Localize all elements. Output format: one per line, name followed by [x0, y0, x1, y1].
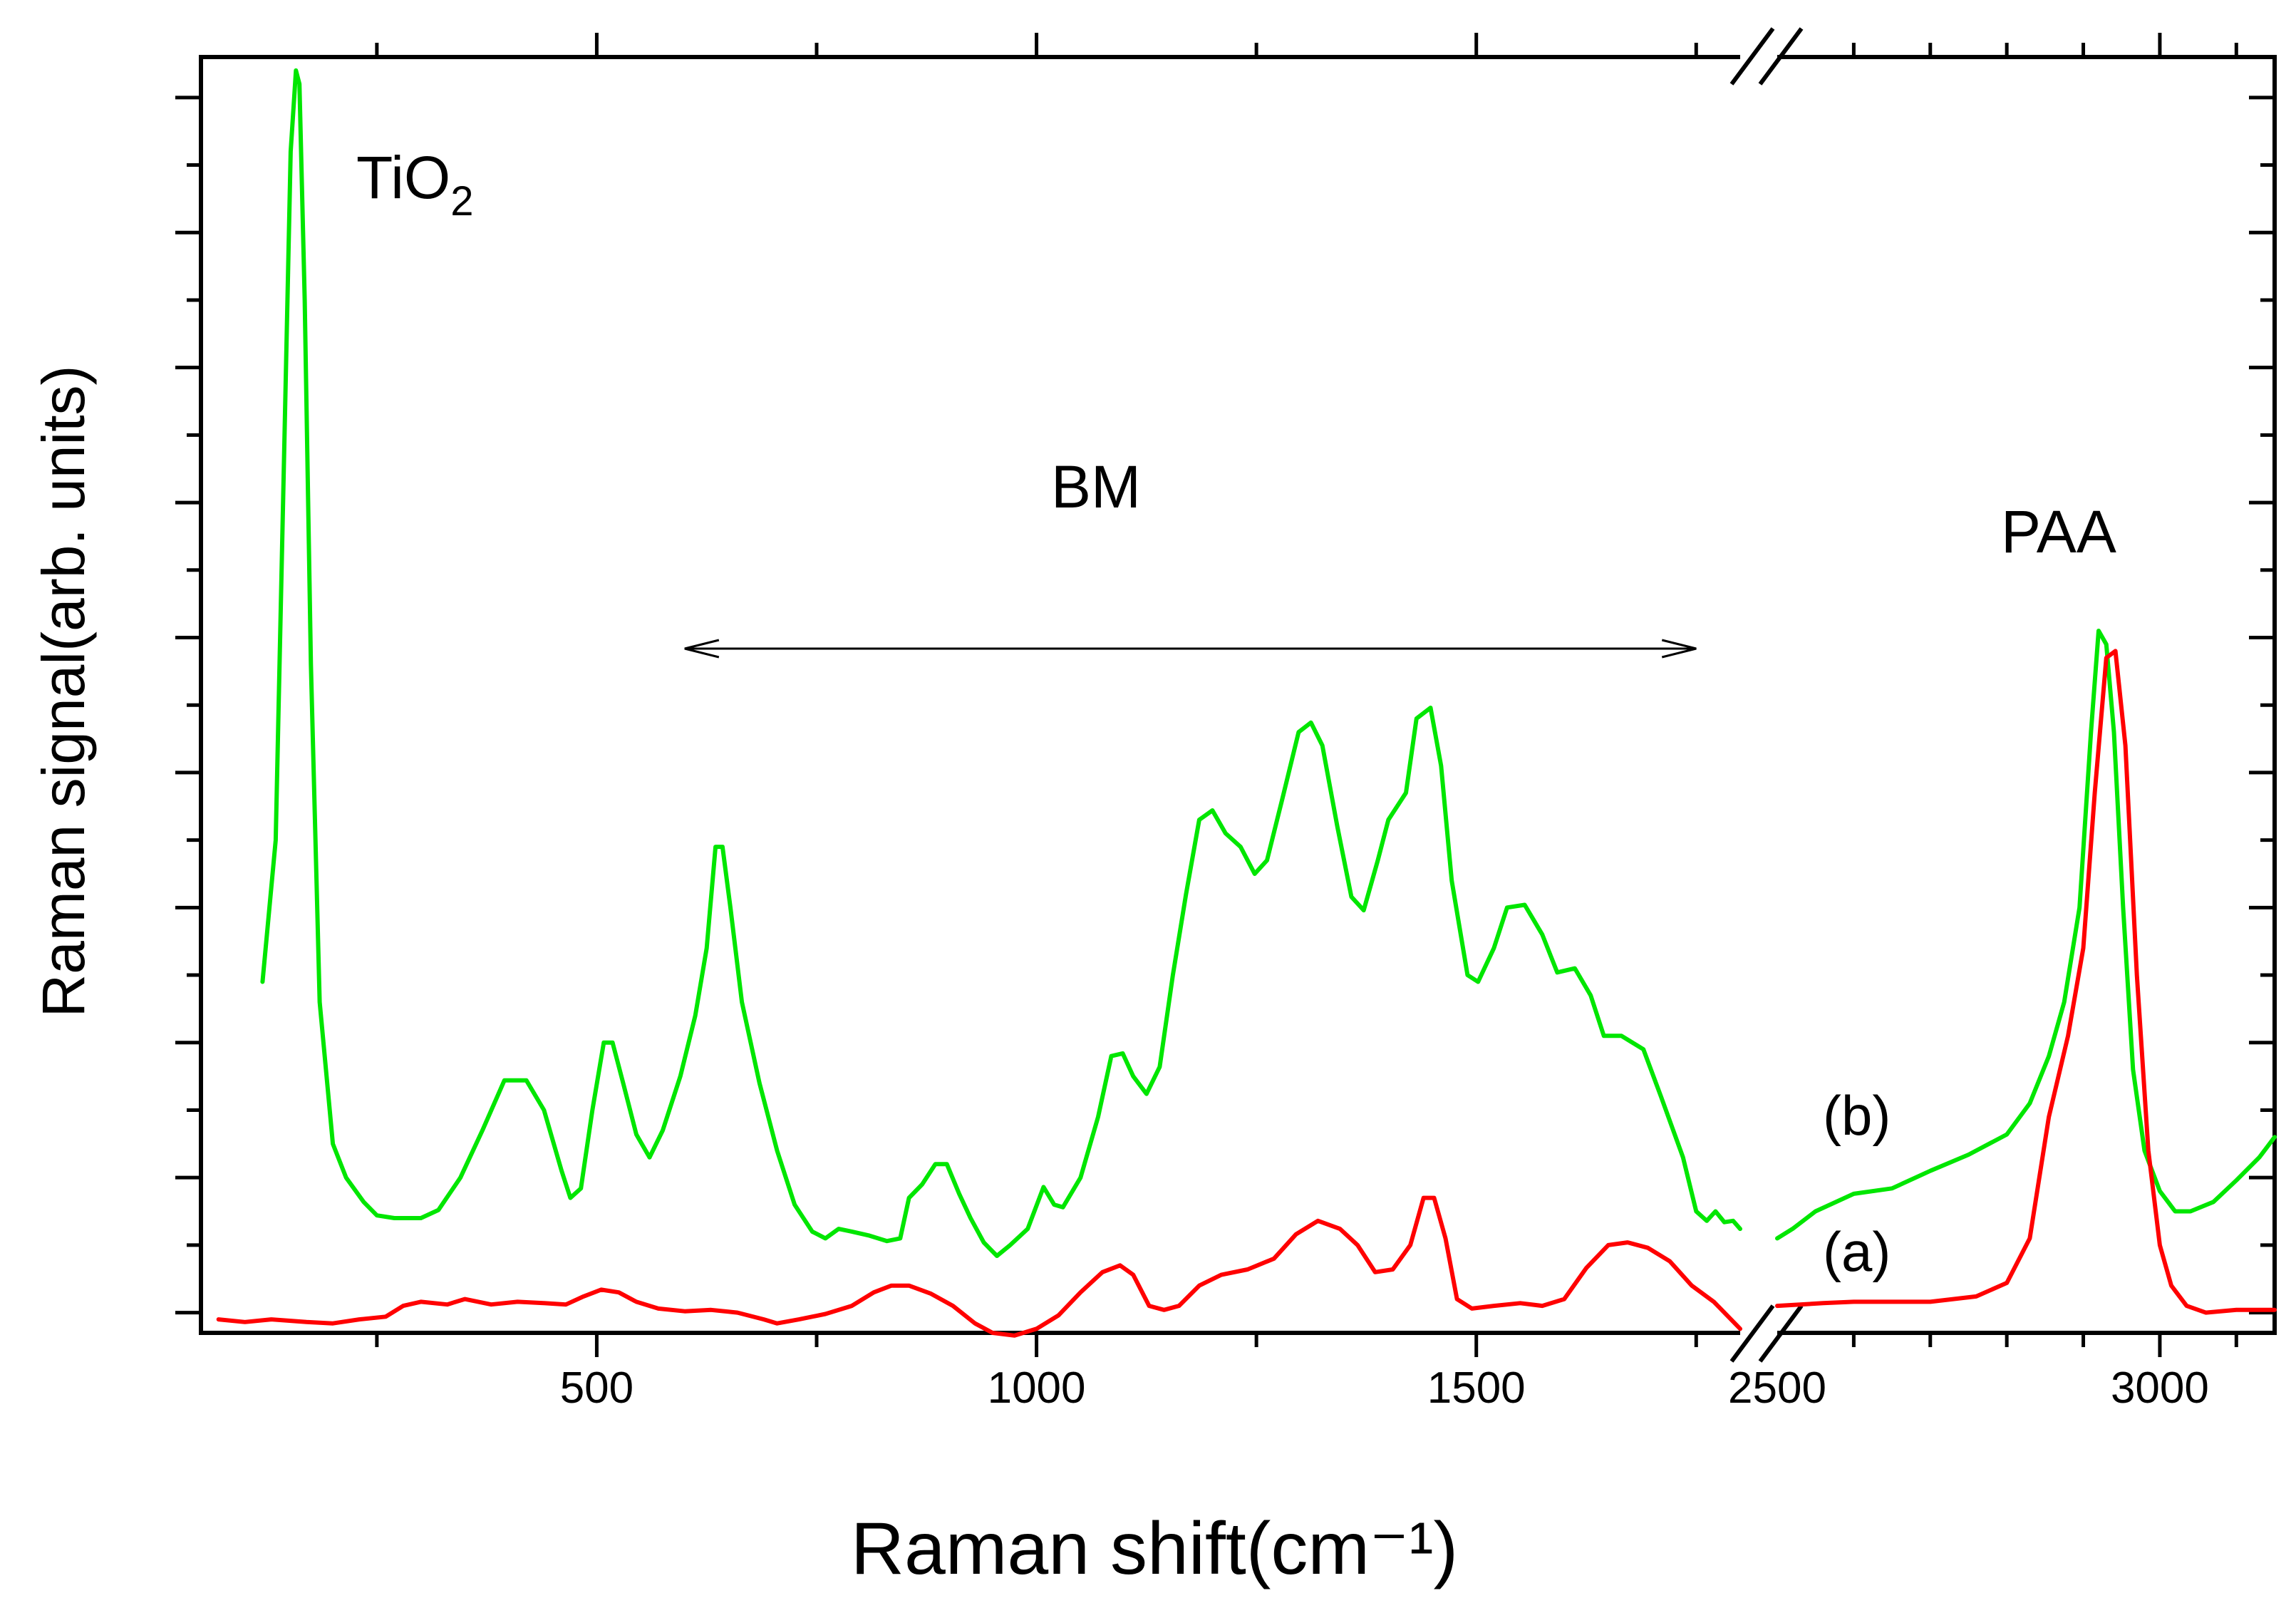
annotation-layer: TiO2 BM PAA (b) (a) Raman shift(cm⁻¹) Ra… [30, 144, 2116, 1590]
series-line-a-right [1775, 649, 2277, 1315]
x-tick-label: 500 [560, 1364, 634, 1413]
series-line-b-right [1775, 629, 2277, 1241]
axis-break-mark-bottom [1758, 1304, 1804, 1363]
axis-break-mark-top [1758, 27, 1804, 86]
series-line-a-left [216, 1195, 1742, 1338]
axis-break-mark-top [1729, 27, 1775, 86]
tio2-subscript: 2 [450, 178, 473, 225]
series-line-b-left [260, 68, 1742, 1258]
paa-label: PAA [2001, 498, 2116, 565]
x-tick-label: 2500 [1728, 1364, 1826, 1413]
curve-label-a: (a) [1823, 1220, 1891, 1283]
x-axis-title: Raman shift(cm⁻¹) [851, 1507, 1458, 1590]
axis-break-mark-bottom [1729, 1304, 1775, 1363]
plot-frame: 500 1000 1500 2500 3000 [175, 27, 2277, 1413]
curve-label-b: (b) [1823, 1084, 1891, 1147]
bm-label: BM [1051, 453, 1141, 520]
bm-arrow-head-left [684, 639, 720, 659]
x-tick-label: 3000 [2111, 1364, 2209, 1413]
tio2-label: TiO2 [356, 144, 473, 225]
x-tick-label: 1000 [988, 1364, 1086, 1413]
y-axis-title: Raman signal(arb. units) [30, 365, 97, 1017]
series-layer [216, 68, 2277, 1338]
x-tick-label: 1500 [1427, 1364, 1526, 1413]
bm-arrow-head-right [1661, 639, 1697, 659]
